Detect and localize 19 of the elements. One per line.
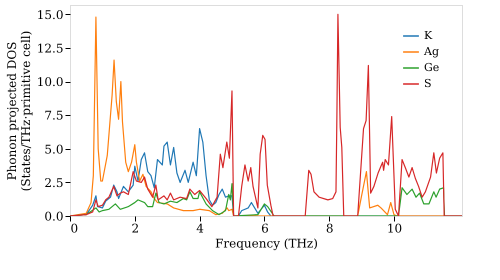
x-tick-label: 0	[70, 222, 78, 236]
x-tick-label: 8	[326, 222, 334, 236]
x-axis-title: Frequency (THz)	[215, 236, 318, 250]
y-axis-title: Phonon projected DOS (States/THz·primitive cell)	[4, 30, 33, 192]
legend-label: S	[424, 77, 432, 90]
y-tick-label: 10.0	[36, 75, 64, 90]
legend-label: Ge	[424, 61, 440, 74]
y-tick-label: 12.5	[36, 42, 64, 56]
x-tick-label: 10	[386, 222, 402, 236]
y-tick-label: 0.0	[44, 210, 64, 224]
y-tick-label: 5.0	[44, 142, 64, 156]
legend-label: K	[424, 29, 433, 42]
x-tick-label: 2	[131, 222, 140, 236]
y-tick-label: 2.5	[44, 176, 64, 190]
legend-label: Ag	[423, 45, 439, 58]
x-tick-label: 4	[196, 222, 204, 236]
x-tick-label: 6	[261, 222, 269, 236]
y-tick-label: 7.5	[44, 108, 64, 123]
y-tick-label: 15.0	[36, 8, 64, 22]
